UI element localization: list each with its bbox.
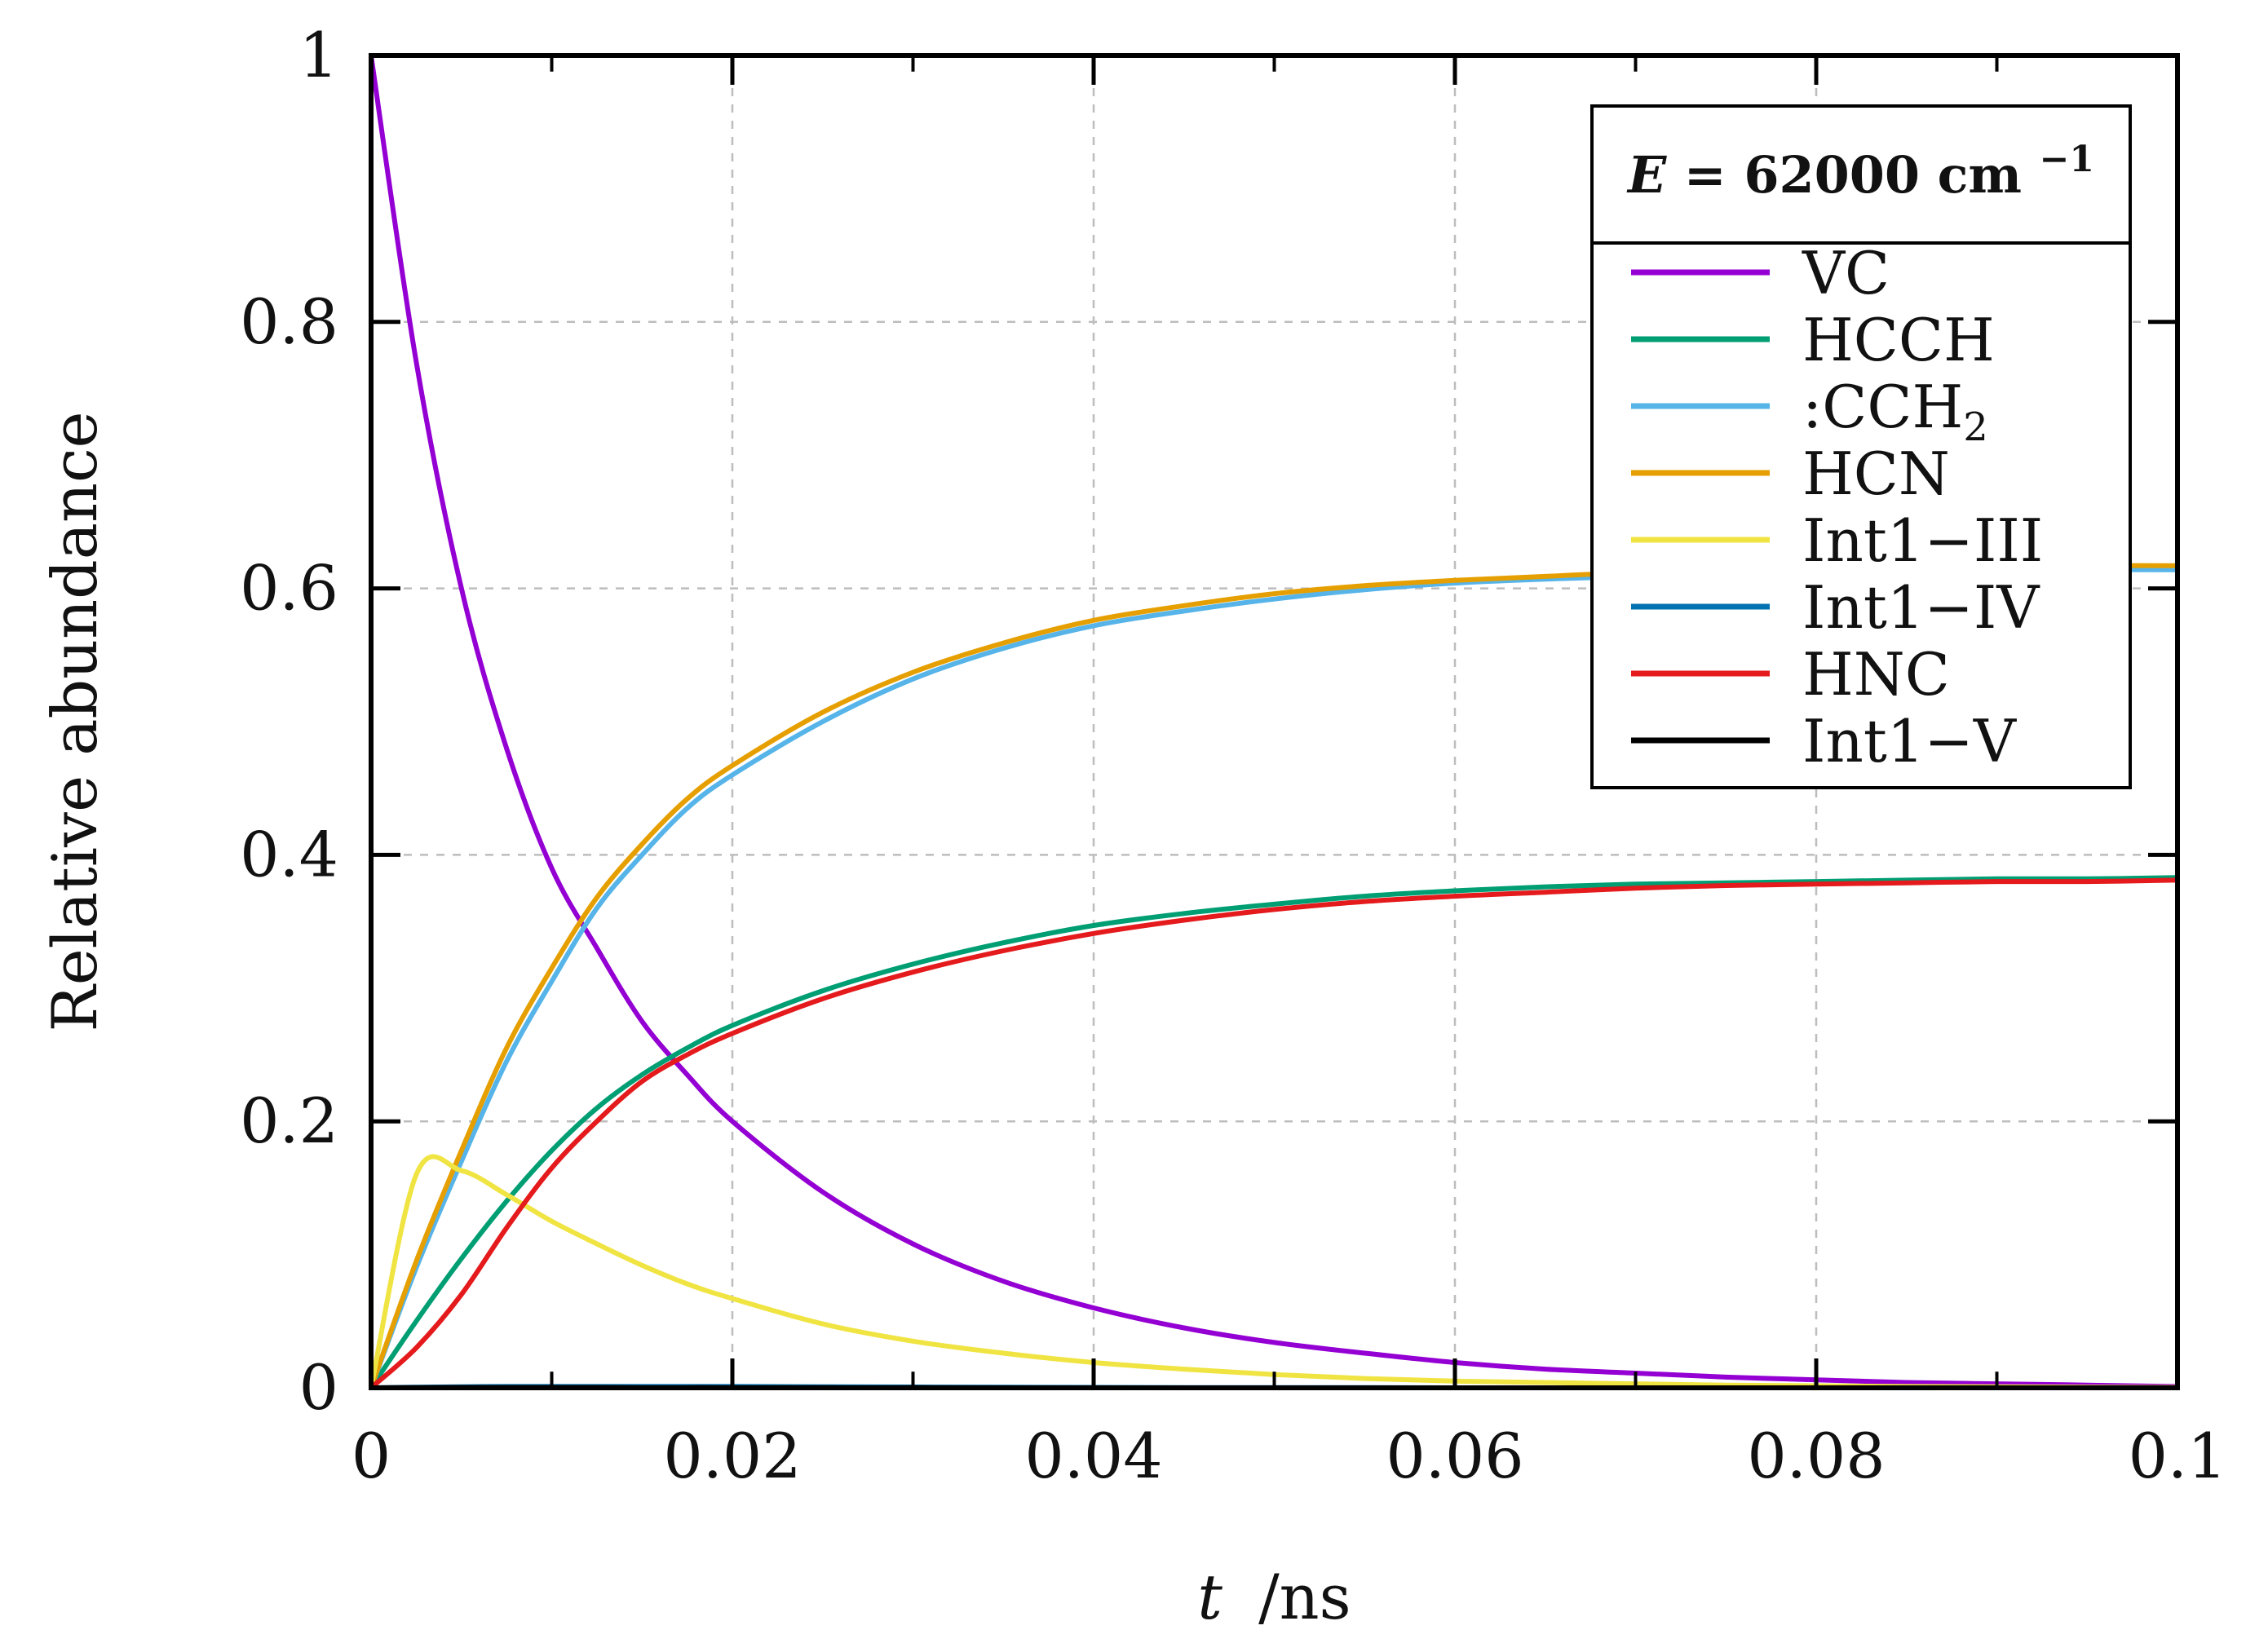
y-tick-label: 0.8 [240, 285, 338, 358]
legend-title-var: E [1626, 145, 1667, 205]
x-tick-label: 0.02 [663, 1420, 801, 1492]
x-tick-label: 0.1 [2129, 1420, 2227, 1492]
legend-item: :CCH2 [1631, 373, 1988, 450]
legend-label-subscript: 2 [1963, 404, 1988, 450]
legend-label: HNC [1802, 640, 1950, 709]
legend-title: E = 62000 cm −1 [1626, 139, 2094, 205]
plot-frame [369, 53, 2180, 1390]
legend-item: HCN [1631, 440, 1950, 508]
x-tick-labels: 0 0.02 0.04 0.06 0.08 0.1 [351, 1420, 2227, 1492]
legend-label: VC [1802, 239, 1890, 307]
legend-label: HCCH [1802, 306, 1995, 374]
series-line-vc [369, 53, 2180, 1389]
series-line-hnc [369, 877, 2180, 1390]
x-tick-label: 0 [351, 1420, 391, 1492]
x-tick-label: 0.04 [1024, 1420, 1162, 1492]
legend-label: Int1−IV [1802, 573, 2040, 642]
y-tick-labels: 0 0.2 0.4 0.6 0.8 1 [240, 19, 338, 1424]
x-axis-label: t /ns [1197, 1561, 1351, 1633]
legend-item: Int1−IV [1631, 573, 2040, 642]
series-line-hcch [369, 875, 2180, 1390]
legend-item: HNC [1631, 640, 1950, 709]
x-axis-var: t [1197, 1561, 1222, 1633]
legend-label: Int1−III [1802, 506, 2043, 575]
legend: E = 62000 cm −1 VCHCCH:CCH2HCNInt1−IIIIn… [1590, 104, 2132, 789]
legend-label: :CCH2 [1802, 373, 1988, 450]
legend-item: HCCH [1631, 306, 1995, 374]
y-tick-label: 0.6 [240, 552, 338, 625]
legend-title-text: = 62000 cm [1684, 145, 2022, 205]
legend-item: VC [1631, 239, 1890, 307]
y-tick-label: 0 [299, 1351, 338, 1424]
grid [371, 55, 2177, 1388]
legend-label: HCN [1802, 440, 1950, 508]
y-tick-label: 0.2 [240, 1084, 338, 1157]
legend-label: Int1−V [1802, 707, 2018, 775]
x-tick-label: 0.06 [1386, 1420, 1523, 1492]
y-axis-label: Relative abundance [38, 411, 111, 1031]
y-tick-label: 0.4 [240, 818, 338, 890]
y-tick-label: 1 [299, 19, 338, 91]
x-tick-label: 0.08 [1747, 1420, 1885, 1492]
legend-title-sup: −1 [2040, 139, 2094, 180]
x-axis-unit: /ns [1258, 1561, 1351, 1633]
legend-item: Int1−III [1631, 506, 2043, 575]
legend-item: Int1−V [1631, 707, 2018, 775]
